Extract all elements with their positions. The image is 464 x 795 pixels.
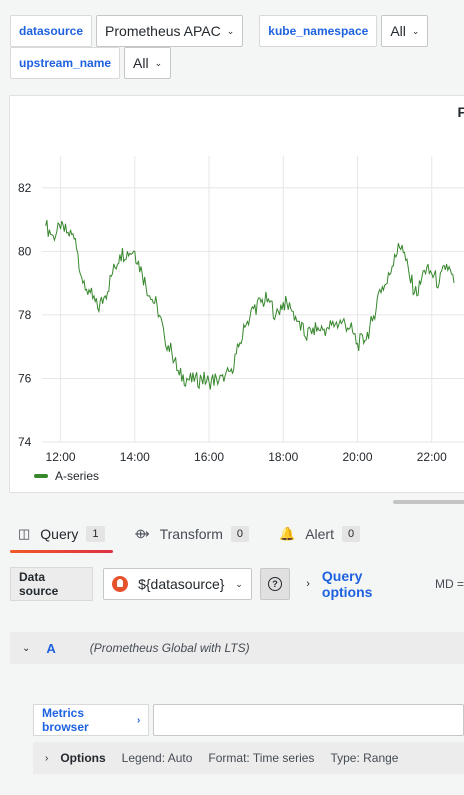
variable-row-2: upstream_name All ⌄ (10, 47, 172, 79)
max-data-points-text: MD = (434, 577, 464, 591)
chevron-right-icon: › (45, 752, 49, 764)
y-tick-label: 80 (18, 244, 32, 258)
tab-transform[interactable]: ⟴ Transform 0 (127, 518, 257, 550)
options-legend: Legend: Auto (121, 751, 193, 765)
datasource-picker-value: ${datasource} (138, 576, 225, 592)
help-button[interactable]: ? (259, 568, 291, 600)
metrics-browser-label: Metrics browser (42, 706, 89, 734)
series-line-a-series[interactable] (45, 219, 455, 390)
variable-value: All (133, 55, 149, 71)
transform-icon: ⟴ (134, 526, 150, 541)
query-datasource-name: (Prometheus Global with LTS) (89, 641, 250, 655)
graph-panel[interactable]: F 74 76 78 80 82 12:00 14:00 16:00 18:00 20:00 22:… (9, 95, 464, 493)
horizontal-scrollbar[interactable] (393, 500, 464, 504)
metrics-browser-button[interactable]: Metrics browser › (33, 704, 150, 736)
editor-tabs: ◫ Query 1 ⟴ Transform 0 🔔 Alert 0 (10, 518, 382, 553)
variable-select-kube-namespace[interactable]: All ⌄ (381, 15, 429, 47)
panel-title: F (457, 104, 464, 120)
bell-icon: 🔔 (279, 526, 296, 541)
variable-select-datasource[interactable]: Prometheus APAC ⌄ (96, 15, 244, 47)
query-options-toggle[interactable]: › Query options (306, 568, 411, 600)
variable-row-1: datasource Prometheus APAC ⌄ kube_namesp… (10, 15, 429, 47)
query-ref-id[interactable]: A (46, 640, 56, 656)
chevron-down-icon[interactable]: ⌄ (22, 642, 31, 654)
variable-label-datasource: datasource (10, 15, 93, 47)
x-tick-label: 16:00 (194, 450, 224, 464)
y-tick-label: 78 (18, 308, 32, 322)
legend-label: A-series (55, 469, 100, 483)
datasource-row: Data source ${datasource} ⌄ ? › Query op… (10, 566, 464, 602)
x-tick-label: 12:00 (46, 450, 76, 464)
y-tick-label: 76 (18, 371, 32, 385)
options-type: Type: Range (330, 751, 399, 765)
time-series-chart[interactable]: 74 76 78 80 82 12:00 14:00 16:00 18:00 20:00 22:00 (10, 96, 464, 466)
y-tick-label: 74 (18, 435, 32, 449)
query-options-row[interactable]: › Options Legend: Auto Format: Time seri… (33, 742, 464, 774)
variable-label-upstream-name: upstream_name (10, 47, 121, 79)
datasource-picker[interactable]: ${datasource} ⌄ (103, 568, 252, 600)
x-tick-label: 14:00 (120, 450, 150, 464)
legend[interactable]: A-series (34, 469, 99, 483)
x-tick-label: 18:00 (268, 450, 298, 464)
datasource-label: Data source (10, 567, 94, 601)
chevron-down-icon: ⌄ (154, 57, 163, 68)
legend-swatch (34, 474, 48, 478)
chevron-right-icon: › (306, 578, 310, 590)
tab-label: Alert (305, 526, 334, 542)
tab-label: Query (40, 526, 79, 542)
tab-alert[interactable]: 🔔 Alert 0 (271, 518, 368, 550)
variable-label-kube-namespace: kube_namespace (259, 15, 378, 47)
query-row-header[interactable]: ⌄ A (Prometheus Global with LTS) (10, 632, 464, 664)
query-options-label: Query options (321, 568, 373, 600)
tab-count: 0 (341, 526, 361, 542)
options-title: Options (60, 751, 106, 765)
chevron-down-icon: ⌄ (411, 25, 420, 36)
chevron-right-icon: › (137, 714, 141, 726)
tab-count: 0 (230, 526, 249, 542)
database-icon: ◫ (18, 526, 31, 541)
tab-query[interactable]: ◫ Query 1 (10, 518, 113, 553)
metrics-row: Metrics browser › (33, 704, 464, 736)
tab-label: Transform (159, 526, 223, 542)
x-tick-label: 20:00 (342, 450, 372, 464)
prometheus-logo-icon (112, 576, 129, 592)
y-tick-label: 82 (18, 181, 32, 195)
tab-count: 1 (86, 526, 105, 542)
variable-value: Prometheus APAC (105, 23, 221, 39)
variable-select-upstream-name[interactable]: All ⌄ (124, 47, 172, 79)
chevron-down-icon: ⌄ (226, 25, 235, 36)
question-icon: ? (268, 577, 283, 591)
variable-value: All (390, 23, 406, 39)
x-tick-label: 22:00 (417, 450, 447, 464)
options-format: Format: Time series (208, 751, 315, 765)
promql-query-input[interactable] (153, 704, 464, 736)
chevron-down-icon: ⌄ (235, 578, 243, 589)
